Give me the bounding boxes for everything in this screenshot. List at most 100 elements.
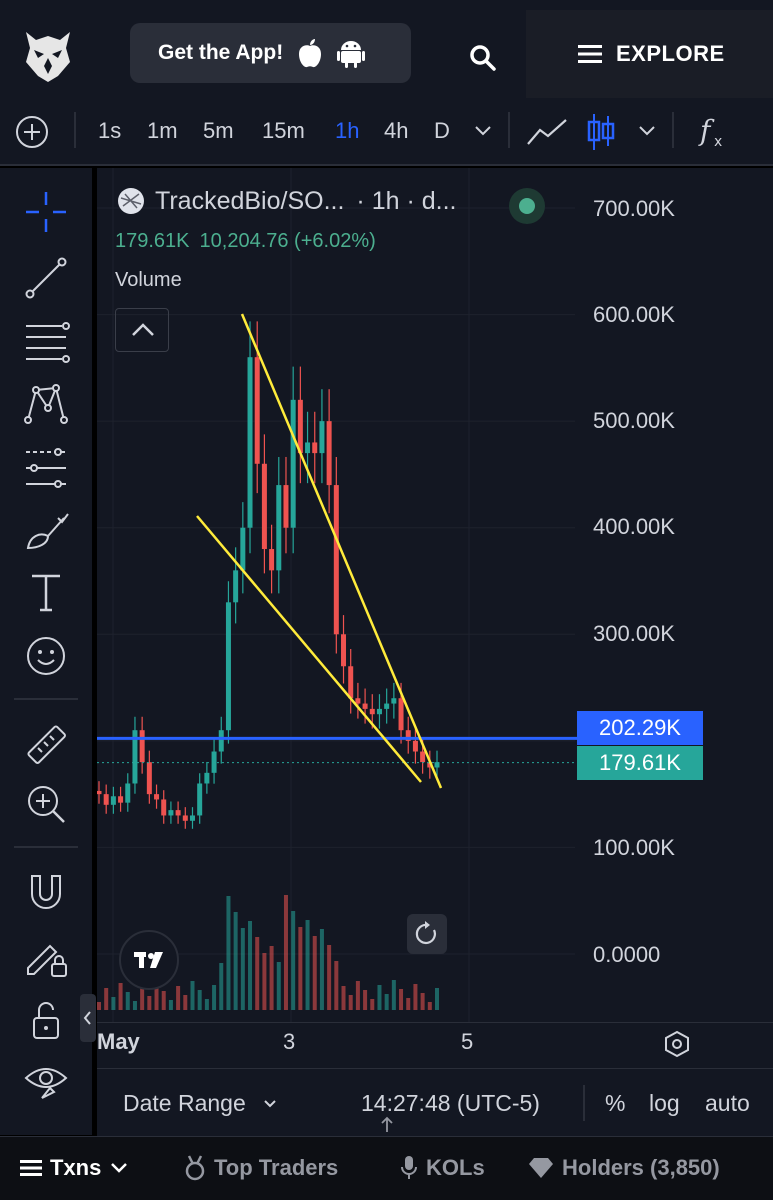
candle-body xyxy=(290,399,296,528)
lower-trend-line xyxy=(196,515,422,783)
candle-body xyxy=(97,790,102,795)
sidebar-collapse-handle[interactable] xyxy=(80,994,96,1042)
eye-icon[interactable] xyxy=(22,1056,70,1104)
interval-1m[interactable]: 1m xyxy=(147,118,178,143)
candle-body xyxy=(427,762,433,768)
candle-body xyxy=(125,783,131,803)
percent-toggle[interactable]: % xyxy=(605,1090,626,1116)
interval-15m[interactable]: 15m xyxy=(262,118,305,143)
time-axis[interactable]: May 3 5 xyxy=(97,1022,773,1068)
text-tool-icon[interactable] xyxy=(22,568,70,616)
chart-settings-icon[interactable] xyxy=(662,1029,692,1059)
get-the-app-button[interactable]: Get the App! xyxy=(130,23,411,83)
forecast-icon[interactable] xyxy=(22,444,70,492)
volume-bar xyxy=(298,927,303,1010)
drawing-tools-sidebar xyxy=(0,168,92,1135)
candle-body xyxy=(405,730,411,741)
collapse-legend-button[interactable] xyxy=(115,308,169,352)
interval-4h[interactable]: 4h xyxy=(384,118,409,143)
volume-bar xyxy=(204,999,209,1010)
reset-chart-button[interactable] xyxy=(407,914,447,954)
crosshair-icon[interactable] xyxy=(22,188,70,236)
toolbar-separator xyxy=(74,112,76,148)
candle-body xyxy=(376,708,382,715)
tab-top-traders-label: Top Traders xyxy=(214,1155,339,1180)
volume-bar xyxy=(370,999,375,1010)
search-icon[interactable] xyxy=(467,42,499,74)
apple-icon xyxy=(299,39,322,68)
price-axis-label: 600.00K xyxy=(593,302,675,327)
volume-bar xyxy=(248,921,253,1010)
chevron-down-icon[interactable] xyxy=(474,124,492,138)
price-chart[interactable] xyxy=(97,168,773,1022)
candle-body xyxy=(132,730,138,784)
tab-top-traders[interactable]: Top Traders xyxy=(184,1155,338,1181)
legend-change: 10,204.76 (+6.02%) xyxy=(199,230,376,252)
tab-holders[interactable]: Holders (3,850) xyxy=(528,1155,720,1181)
candle-body xyxy=(319,421,325,454)
tab-txns-label: Txns xyxy=(50,1155,102,1180)
interval-1h[interactable]: 1h xyxy=(335,118,360,143)
indicators-fx-icon[interactable]: f x xyxy=(698,112,730,152)
tradingview-logo[interactable] xyxy=(119,930,179,990)
chart-pane[interactable]: TrackedBio/SO... · 1h · d... 179.61K 10,… xyxy=(97,168,773,1068)
volume-bar xyxy=(341,986,346,1010)
brush-icon[interactable] xyxy=(22,506,70,554)
candle-body xyxy=(197,783,203,816)
owl-logo-icon[interactable] xyxy=(22,26,74,82)
candle-body xyxy=(139,730,145,763)
microphone-icon xyxy=(401,1156,417,1179)
volume-bar xyxy=(291,911,296,1010)
log-toggle[interactable]: log xyxy=(649,1090,680,1116)
interval-1s[interactable]: 1s xyxy=(98,118,122,143)
tab-kols-label: KOLs xyxy=(426,1155,485,1180)
candles-icon[interactable] xyxy=(586,112,616,152)
candle-body xyxy=(118,796,124,803)
add-indicator-icon[interactable] xyxy=(14,114,50,150)
line-chart-icon[interactable] xyxy=(526,116,568,148)
horizontal-line-price-tag[interactable]: 202.29K xyxy=(577,711,703,745)
price-axis-label: 100.00K xyxy=(593,835,675,860)
volume-bar xyxy=(190,981,195,1010)
trend-line-icon[interactable] xyxy=(22,254,70,302)
volume-bar xyxy=(233,912,238,1010)
volume-bar xyxy=(399,989,404,1010)
candle-body xyxy=(182,815,188,821)
ruler-icon[interactable] xyxy=(22,720,70,768)
magnet-icon[interactable] xyxy=(22,868,70,916)
volume-bar xyxy=(312,936,317,1010)
menu-icon xyxy=(578,45,602,63)
tab-txns[interactable]: Txns xyxy=(20,1155,129,1181)
fib-retracement-icon[interactable] xyxy=(22,318,70,366)
svg-text:x: x xyxy=(714,134,722,150)
unlock-icon[interactable] xyxy=(22,996,70,1044)
candle-body xyxy=(283,485,289,528)
zoom-in-icon[interactable] xyxy=(22,780,70,828)
candle-body xyxy=(103,794,109,805)
price-axis-label: 700.00K xyxy=(593,196,675,221)
chevron-down-icon[interactable] xyxy=(263,1099,277,1109)
chevron-down-icon[interactable] xyxy=(638,124,656,138)
symbol-legend[interactable]: TrackedBio/SO... · 1h · d... xyxy=(115,186,456,216)
candle-body xyxy=(247,357,253,528)
volume-bar xyxy=(161,991,166,1010)
tools-separator xyxy=(14,846,78,848)
candle-body xyxy=(341,634,347,667)
tools-separator xyxy=(14,698,78,700)
list-icon xyxy=(20,1160,42,1176)
interval-5m[interactable]: 5m xyxy=(203,118,234,143)
tab-kols[interactable]: KOLs xyxy=(400,1155,485,1181)
emoji-icon[interactable] xyxy=(22,632,70,680)
volume-bar xyxy=(283,895,288,1010)
auto-toggle[interactable]: auto xyxy=(705,1090,750,1116)
volume-bar xyxy=(355,981,360,1010)
lock-drawing-icon[interactable] xyxy=(22,932,70,980)
chevron-left-icon xyxy=(83,1011,91,1025)
explore-button[interactable]: EXPLORE xyxy=(526,10,773,98)
clock-time[interactable]: 14:27:48 (UTC-5) xyxy=(361,1090,540,1116)
last-price-tag: 179.61K xyxy=(577,746,703,780)
date-range-button[interactable]: Date Range xyxy=(123,1090,246,1116)
interval-d[interactable]: D xyxy=(434,118,450,143)
pattern-icon[interactable] xyxy=(22,380,70,428)
candle-body xyxy=(420,751,426,763)
